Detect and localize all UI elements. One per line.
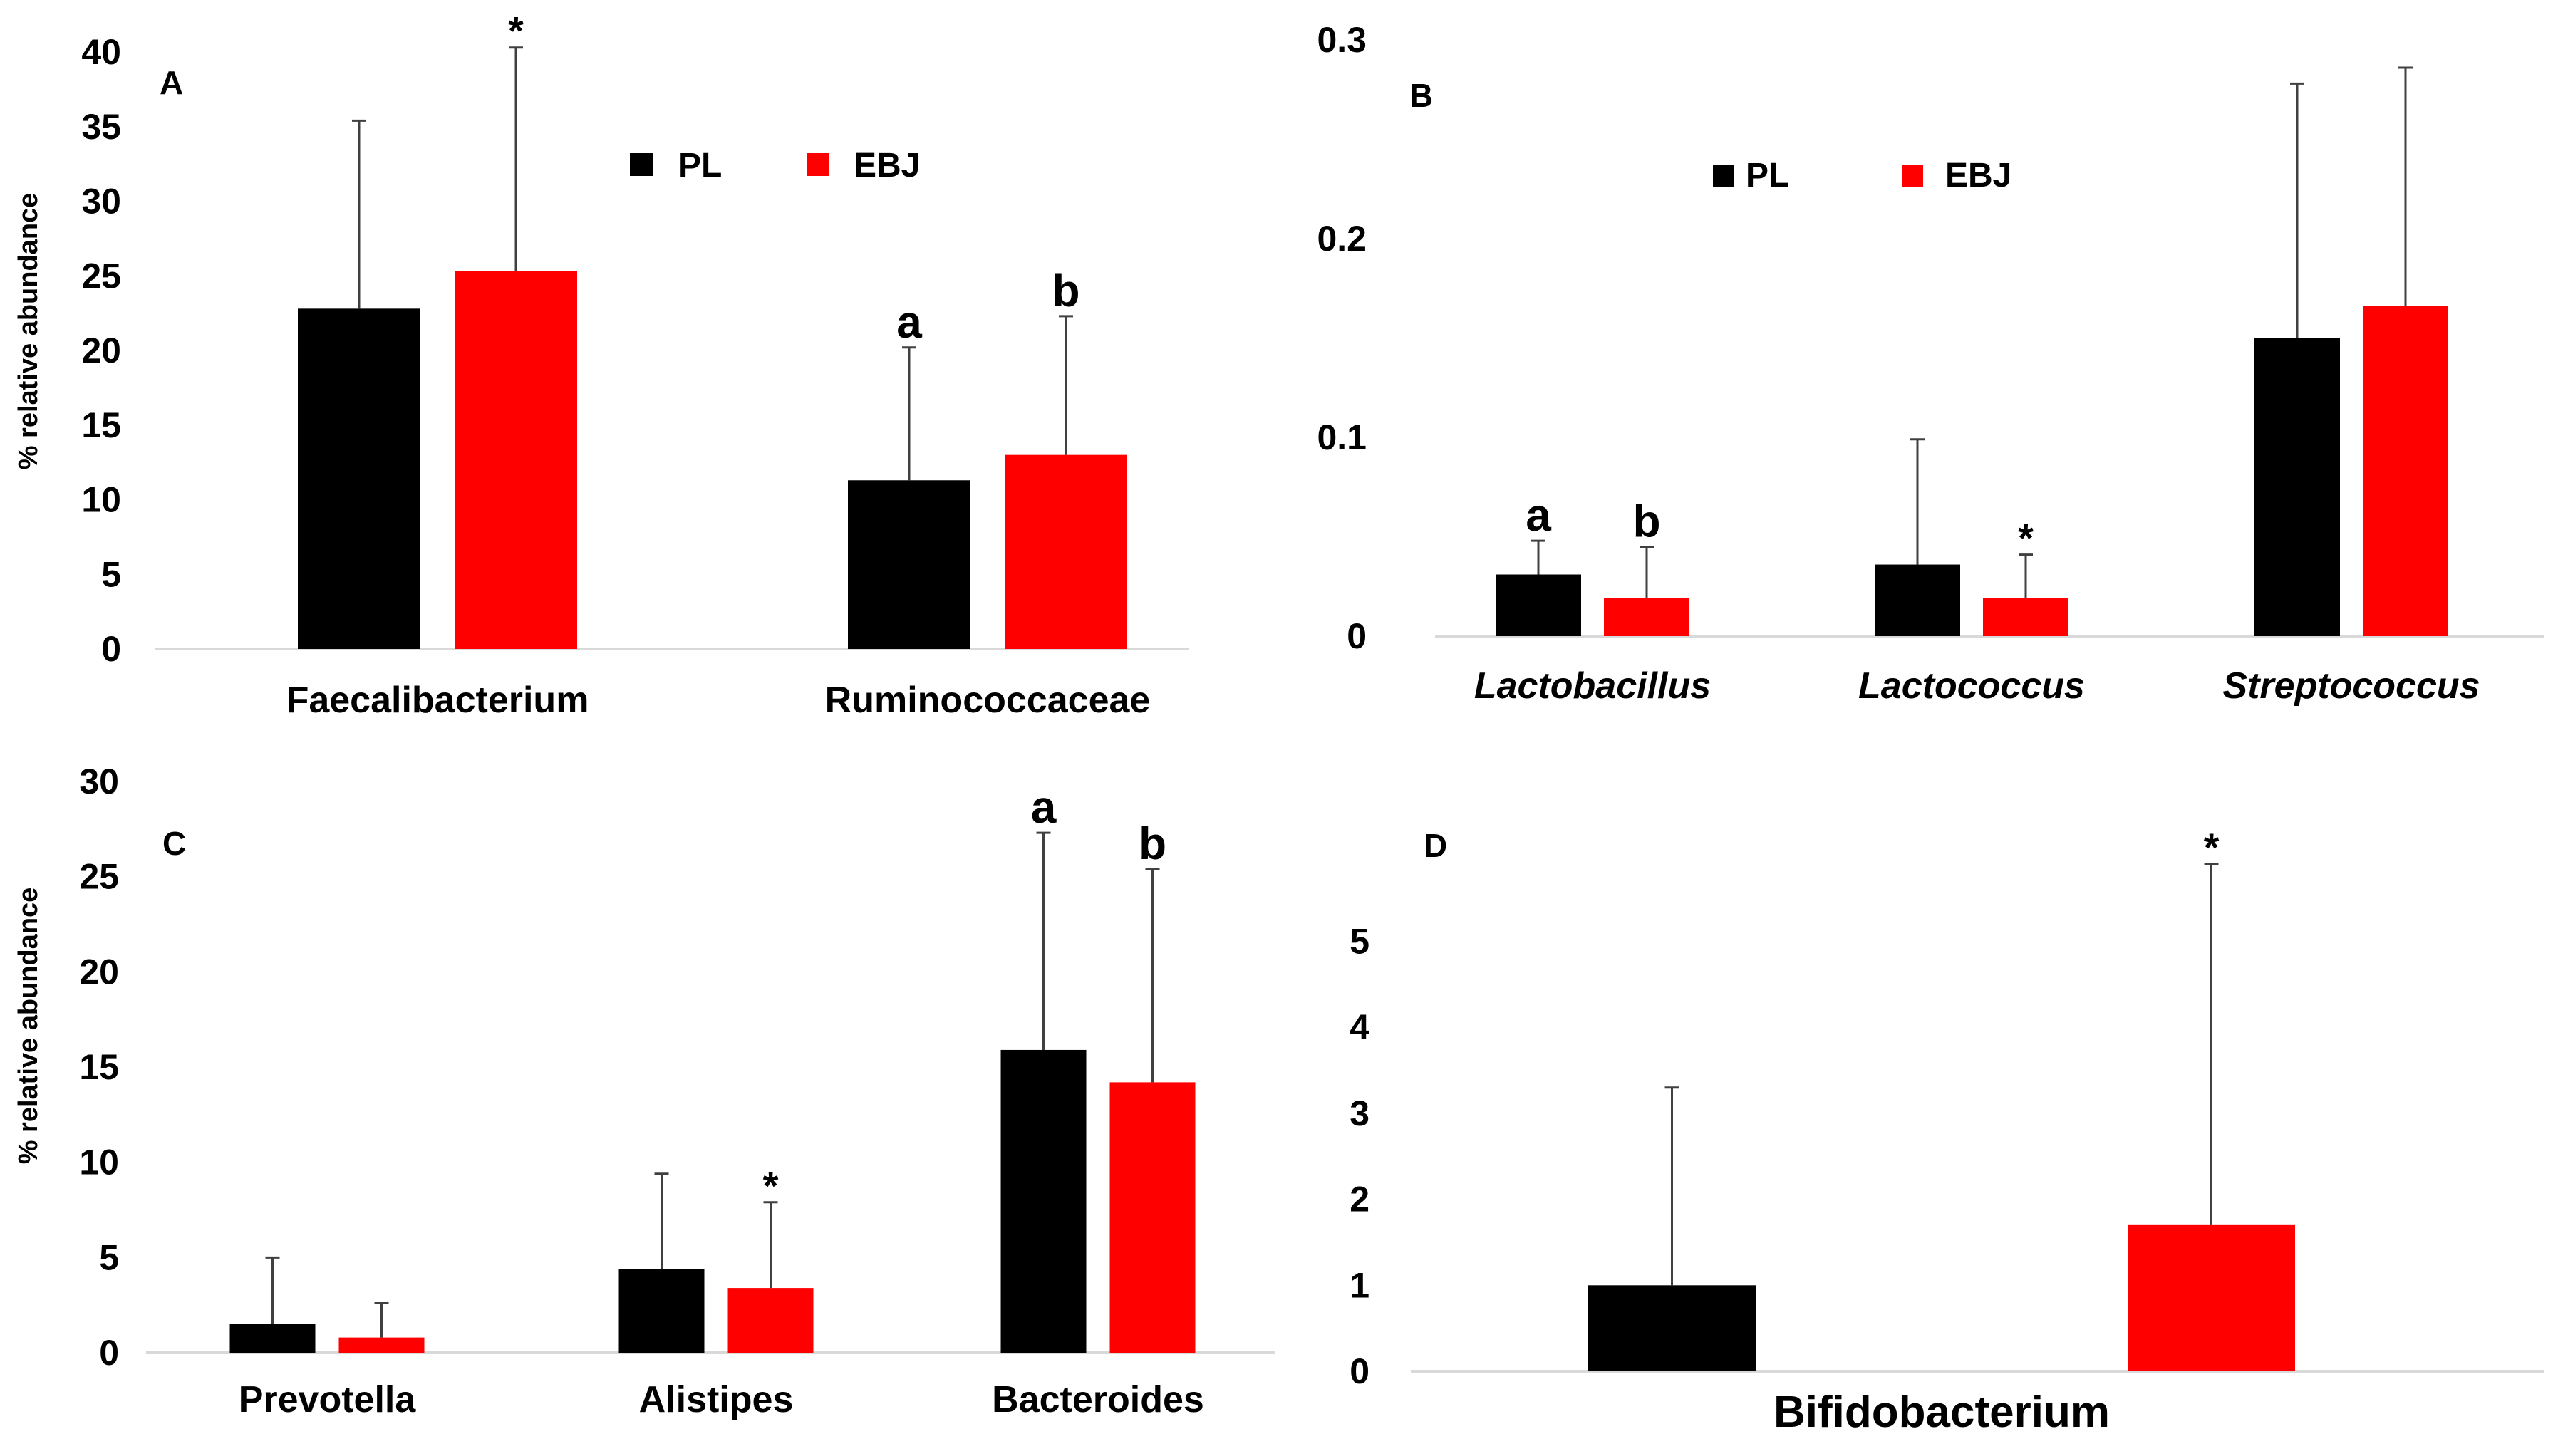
legend-swatch-pl bbox=[630, 153, 653, 176]
y-axis-label: % relative abundance bbox=[14, 888, 43, 1165]
category-label: Faecalibacterium bbox=[286, 680, 589, 721]
y-tick-label: 10 bbox=[79, 1143, 119, 1182]
legend-label-pl: PL bbox=[678, 147, 722, 184]
significance-letter: a bbox=[1526, 489, 1551, 541]
y-tick-label: 5 bbox=[99, 1237, 119, 1277]
y-tick-label: 0 bbox=[99, 1333, 119, 1373]
significance-star: * bbox=[763, 1163, 779, 1208]
bar-ebj-lactococcus bbox=[1983, 598, 2068, 636]
category-label: Ruminococcaceae bbox=[825, 680, 1151, 721]
y-tick-label: 15 bbox=[81, 405, 121, 445]
bar-ebj-alistipes bbox=[727, 1288, 814, 1353]
panel-label: C bbox=[162, 825, 186, 862]
y-tick-label: 5 bbox=[1350, 922, 1369, 962]
legend-label-ebj: EBJ bbox=[854, 147, 920, 184]
y-tick-label: 0 bbox=[1350, 1351, 1369, 1391]
panel-label: D bbox=[1424, 827, 1447, 864]
chart-panel-a: 0 5 10 15 20 25 30 35 40 % relative abundance A Fae… bbox=[14, 9, 1189, 721]
bar-pl-lactococcus bbox=[1875, 564, 1960, 636]
bar-pl-alistipes bbox=[618, 1269, 705, 1353]
legend-swatch-pl bbox=[1713, 165, 1734, 187]
significance-letter: a bbox=[1031, 781, 1057, 833]
legend-swatch-ebj bbox=[1902, 165, 1923, 187]
y-tick-label: 30 bbox=[79, 761, 119, 801]
bar-ebj-lactobacillus bbox=[1604, 598, 1689, 636]
legend-label-pl: PL bbox=[1746, 157, 1789, 194]
category-label: Bifidobacterium bbox=[1773, 1388, 2110, 1437]
chart-panel-d: 0 1 2 3 4 5 D Bifidobacterium * bbox=[1350, 825, 2544, 1437]
bar-ebj-ruminococcaceae bbox=[1005, 454, 1127, 649]
y-tick-label: 0.2 bbox=[1317, 219, 1367, 259]
chart-panel-c: 0 5 10 15 20 25 30 % relative abundance C Prevote… bbox=[14, 761, 1275, 1420]
y-tick-label: 20 bbox=[79, 952, 119, 992]
y-tick-label: 30 bbox=[81, 182, 121, 222]
category-label: Bacteroides bbox=[992, 1379, 1204, 1420]
significance-letter: b bbox=[1139, 818, 1166, 869]
y-tick-label: 2 bbox=[1350, 1180, 1369, 1220]
category-label: Streptococcus bbox=[2222, 665, 2480, 707]
category-label: Lactococcus bbox=[1858, 665, 2085, 707]
significance-letter: b bbox=[1052, 265, 1079, 316]
y-tick-label: 0 bbox=[101, 629, 121, 669]
panel-label: A bbox=[160, 64, 183, 101]
bar-ebj-bifidobacterium bbox=[2128, 1224, 2295, 1371]
category-label: Lactobacillus bbox=[1474, 665, 1711, 707]
y-tick-label: 1 bbox=[1350, 1265, 1369, 1305]
category-label: Alistipes bbox=[639, 1379, 794, 1420]
y-tick-label: 20 bbox=[81, 331, 121, 370]
bar-pl-faecalibacterium bbox=[298, 308, 420, 649]
panel-label: B bbox=[1409, 77, 1433, 114]
y-tick-label: 4 bbox=[1350, 1007, 1369, 1047]
bar-pl-ruminococcaceae bbox=[848, 480, 970, 649]
y-tick-label: 0 bbox=[1347, 616, 1367, 656]
bar-ebj-streptococcus bbox=[2363, 306, 2448, 636]
y-tick-label: 40 bbox=[81, 32, 121, 72]
y-tick-label: 10 bbox=[81, 480, 121, 520]
y-tick-label: 35 bbox=[81, 107, 121, 147]
bar-ebj-faecalibacterium bbox=[455, 271, 577, 650]
y-tick-label: 0.1 bbox=[1317, 417, 1367, 457]
chart-panel-b: 0 0.1 0.2 0.3 B Lactobacillus Lactococcus Strep… bbox=[1317, 20, 2544, 707]
bar-pl-lactobacillus bbox=[1496, 574, 1581, 636]
bar-pl-prevotella bbox=[229, 1324, 316, 1353]
y-axis-label: % relative abundance bbox=[14, 193, 43, 470]
y-tick-label: 3 bbox=[1350, 1093, 1369, 1133]
significance-letter: a bbox=[896, 296, 922, 348]
y-tick-label: 5 bbox=[101, 554, 121, 594]
significance-star: * bbox=[2018, 516, 2034, 561]
bar-pl-bifidobacterium bbox=[1588, 1285, 1756, 1371]
legend-swatch-ebj bbox=[807, 153, 829, 176]
y-tick-label: 25 bbox=[81, 256, 121, 296]
legend-label-ebj: EBJ bbox=[1945, 157, 2011, 194]
y-tick-label: 15 bbox=[79, 1047, 119, 1087]
bar-pl-bacteroides bbox=[1000, 1049, 1087, 1353]
significance-star: * bbox=[508, 9, 524, 53]
significance-letter: b bbox=[1632, 495, 1660, 546]
bar-ebj-prevotella bbox=[338, 1337, 425, 1353]
bar-pl-streptococcus bbox=[2254, 338, 2340, 636]
bar-ebj-bacteroides bbox=[1109, 1082, 1196, 1353]
significance-star: * bbox=[2204, 825, 2220, 870]
category-label: Prevotella bbox=[239, 1379, 417, 1420]
y-tick-label: 0.3 bbox=[1317, 20, 1367, 60]
y-tick-label: 25 bbox=[79, 857, 119, 897]
